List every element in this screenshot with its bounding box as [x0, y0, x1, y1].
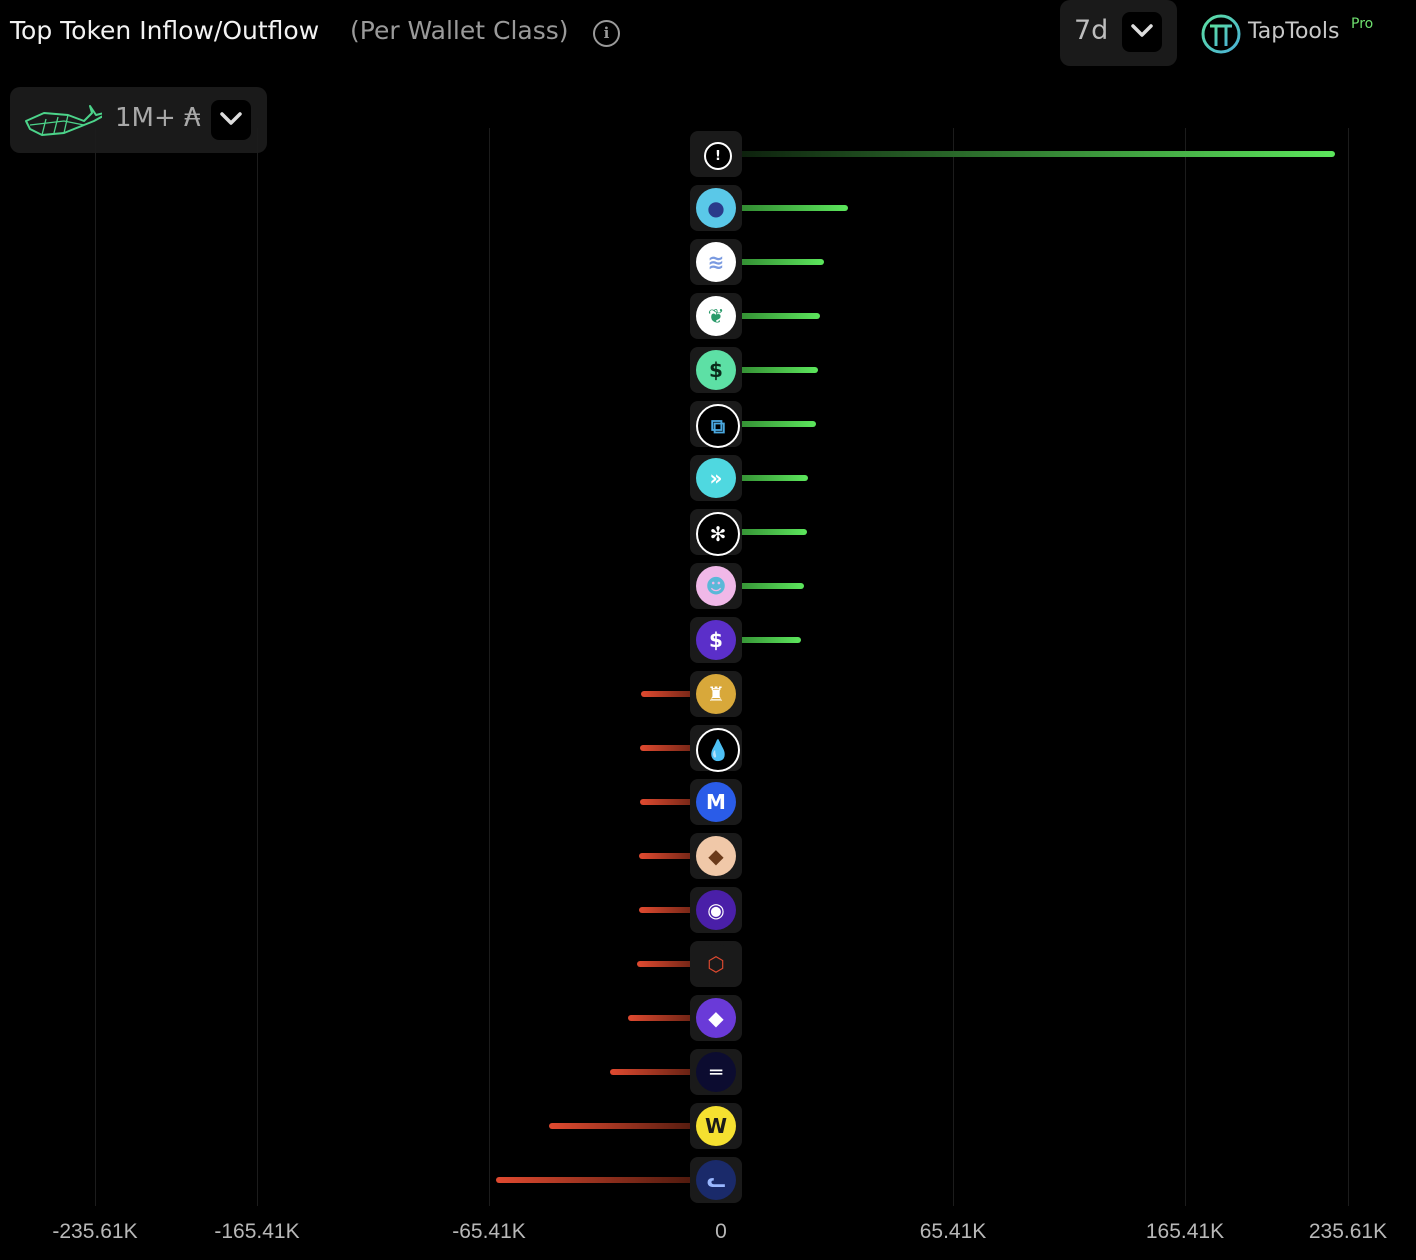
x-tick-label: -165.41K: [214, 1220, 300, 1243]
token-creature-icon: ●: [696, 188, 736, 228]
outflow-bar[interactable]: [609, 1069, 721, 1075]
outflow-bar[interactable]: [639, 907, 721, 913]
token-stripes-icon: ═: [696, 1052, 736, 1092]
token-m-icon: M: [696, 782, 736, 822]
inflow-bar[interactable]: [721, 313, 820, 319]
outflow-bar[interactable]: [628, 1015, 721, 1021]
outflow-bar[interactable]: [636, 961, 721, 967]
token-chevrons-icon: »: [696, 458, 736, 498]
inflow-bar[interactable]: [721, 259, 824, 265]
period-dropdown-button[interactable]: [1122, 12, 1162, 52]
token-icon-tile[interactable]: »: [690, 455, 742, 501]
chart-title: Top Token Inflow/Outflow: [10, 16, 320, 45]
token-icon-tile[interactable]: ⧉: [690, 401, 742, 448]
token-eye-icon: ◉: [696, 890, 736, 930]
x-tick-label: -235.61K: [52, 1220, 138, 1243]
gridline: [95, 128, 96, 1206]
token-icon-tile[interactable]: 💧: [690, 725, 742, 772]
token-icon-tile[interactable]: $: [690, 617, 742, 663]
token-icon-tile[interactable]: ☻: [690, 563, 742, 609]
outflow-bar[interactable]: [640, 691, 721, 697]
wallet-dropdown-button[interactable]: [211, 100, 251, 140]
token-cat-icon: ᓚ: [696, 1160, 736, 1200]
token-icon-tile[interactable]: ◆: [690, 833, 742, 879]
token-mascot-icon: ☻: [696, 566, 736, 606]
brand-name: TapTools: [1248, 19, 1340, 44]
chart-subtitle: (Per Wallet Class): [350, 16, 569, 45]
period-value: 7d: [1074, 15, 1109, 46]
inflow-bar[interactable]: [721, 205, 848, 211]
token-icon-tile[interactable]: ◆: [690, 995, 742, 1041]
gridline: [489, 128, 490, 1206]
gridline: [1185, 128, 1186, 1206]
token-icon-tile[interactable]: ⬡: [690, 941, 742, 987]
token-icon-tile[interactable]: ●: [690, 185, 742, 231]
gridline: [953, 128, 954, 1206]
token-icon-tile[interactable]: ◉: [690, 887, 742, 933]
token-icon-tile[interactable]: ✻: [690, 509, 742, 556]
info-icon[interactable]: i: [593, 20, 620, 47]
token-icon-tile[interactable]: ═: [690, 1049, 742, 1095]
chevron-down-icon: [220, 112, 242, 125]
inflow-bar[interactable]: [721, 529, 807, 535]
wallet-class-label: 1M+ ₳: [115, 103, 201, 133]
gridline: [1348, 128, 1349, 1206]
token-icon-tile[interactable]: M: [690, 779, 742, 825]
pro-badge: Pro: [1351, 16, 1374, 32]
outflow-bar[interactable]: [639, 853, 721, 859]
inflow-bar[interactable]: [721, 421, 817, 427]
period-selector[interactable]: 7d: [1060, 0, 1177, 66]
token-snowflake-icon: ✻: [696, 512, 740, 556]
x-tick-label: 0: [715, 1220, 727, 1243]
token-blocks-icon: ⧉: [696, 404, 740, 448]
taptools-logo-icon: [1201, 14, 1241, 54]
outflow-bar[interactable]: [640, 799, 721, 805]
x-tick-label: -65.41K: [452, 1220, 526, 1243]
inflow-bar[interactable]: [721, 475, 808, 481]
token-bird-icon: ⬡: [696, 944, 736, 984]
inflow-bar[interactable]: [721, 367, 818, 373]
whale-icon: [25, 105, 102, 136]
token-icon-tile[interactable]: ♜: [690, 671, 742, 717]
wallet-class-selector[interactable]: 1M+ ₳: [10, 87, 267, 153]
token-icon-tile[interactable]: !: [690, 131, 742, 177]
x-tick-label: 65.41K: [919, 1220, 987, 1243]
x-tick-label: 235.61K: [1308, 1220, 1388, 1243]
token-leaf-icon: ❦: [696, 296, 736, 336]
token-w-icon: W: [696, 1106, 736, 1146]
token-icon-tile[interactable]: $: [690, 347, 742, 393]
inflow-bar[interactable]: [721, 151, 1335, 157]
outflow-bar[interactable]: [548, 1123, 721, 1129]
outflow-bar[interactable]: [496, 1177, 721, 1183]
token-icon-tile[interactable]: ≋: [690, 239, 742, 285]
token-waves-icon: ≋: [696, 242, 736, 282]
token-icon-tile[interactable]: ❦: [690, 293, 742, 339]
token-cake-icon: ◆: [696, 836, 736, 876]
x-tick-label: 165.41K: [1145, 1220, 1225, 1243]
token-pillar-icon: ♜: [696, 674, 736, 714]
token-icon-tile[interactable]: W: [690, 1103, 742, 1149]
token-exclaim-icon: !: [704, 142, 732, 170]
inflow-bar[interactable]: [721, 583, 804, 589]
token-dollar-coin-icon: $: [696, 620, 736, 660]
token-bolt-dollar-icon: $: [696, 350, 736, 390]
chevron-down-icon: [1131, 24, 1153, 37]
inflow-bar[interactable]: [721, 637, 802, 643]
token-eth-icon: ◆: [696, 998, 736, 1038]
token-drop-icon: 💧: [696, 728, 740, 772]
outflow-bar[interactable]: [640, 745, 721, 751]
token-icon-tile[interactable]: ᓚ: [690, 1157, 742, 1203]
gridline: [257, 128, 258, 1206]
